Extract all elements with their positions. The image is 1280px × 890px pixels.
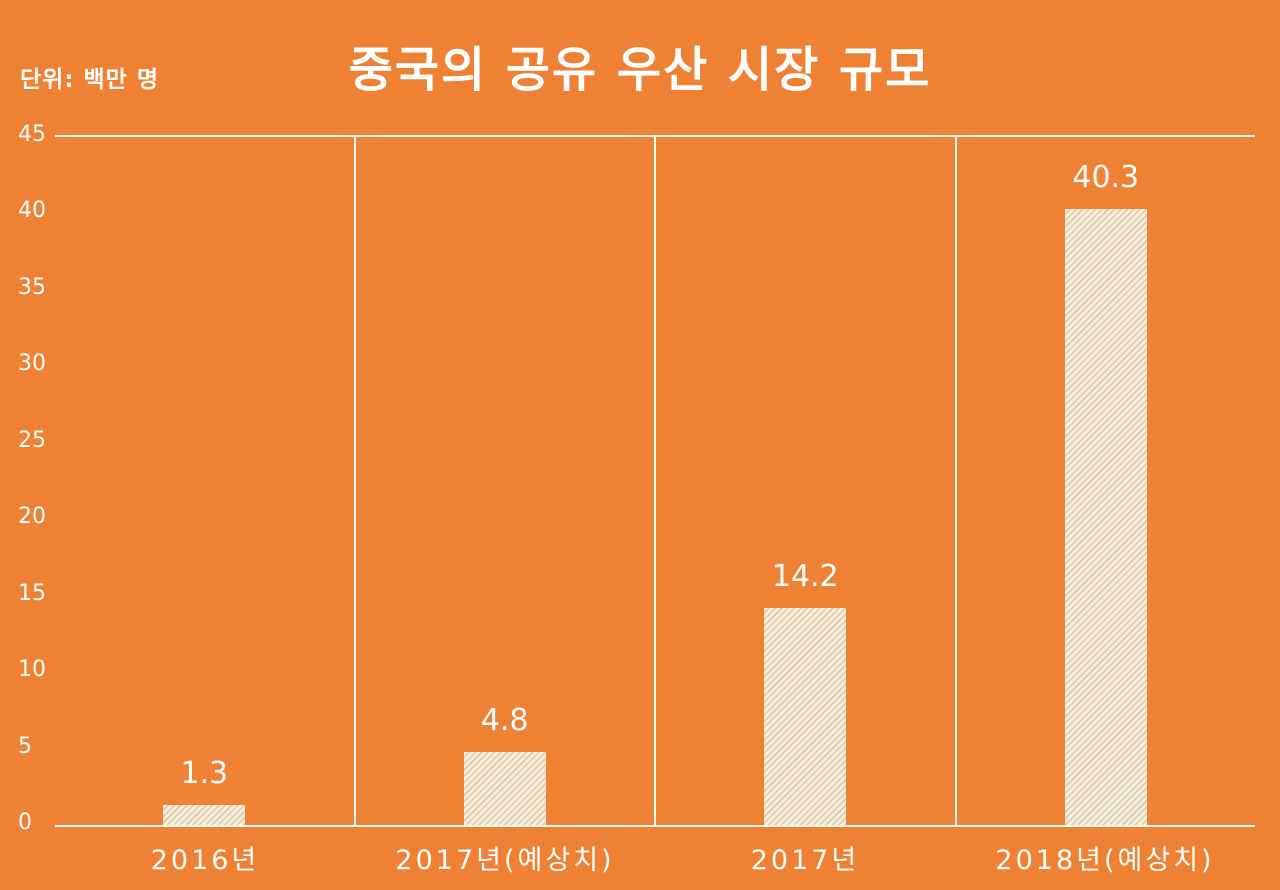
y-tick-label: 10 [18,657,46,683]
y-tick-label: 45 [18,122,46,147]
y-tick-label: 5 [18,733,32,759]
x-tick-label: 2018년(예상치) [995,845,1215,876]
bar-column: 40.3 [954,137,1256,825]
bar-value-label: 14.2 [771,558,839,594]
y-tick-label: 35 [18,274,46,300]
y-tick-label: 30 [18,351,46,377]
bar-column: 14.2 [654,137,955,825]
bar-value-label: 40.3 [1072,159,1140,195]
y-tick-label: 25 [18,427,46,453]
plot-area: 1.3 4.8 14.2 40.3 [55,135,1255,827]
bar [1064,208,1147,825]
y-tick-label: 0 [18,810,32,835]
x-tick-label: 2016년 [150,845,260,876]
bar [463,751,546,825]
y-tick-label: 15 [18,580,46,606]
bar-value-label: 1.3 [180,756,229,792]
bar-value-label: 4.8 [480,702,529,738]
bar [163,805,246,825]
y-tick-label: 20 [18,504,46,530]
y-tick-label: 40 [18,198,46,224]
bar-column: 1.3 [55,137,354,825]
x-tick-label: 2017년(예상치) [395,845,615,876]
x-axis: 2016년 2017년(예상치) 2017년 2018년(예상치) [55,838,1255,877]
y-axis: 0 5 10 15 20 25 30 35 40 45 [16,122,56,835]
x-tick-label: 2017년 [750,845,860,876]
bar [764,607,847,825]
chart-title: 중국의 공유 우산 시장 규모 [348,42,932,98]
unit-label: 단위: 백만 명 [20,67,160,93]
bar-column: 4.8 [353,137,655,825]
